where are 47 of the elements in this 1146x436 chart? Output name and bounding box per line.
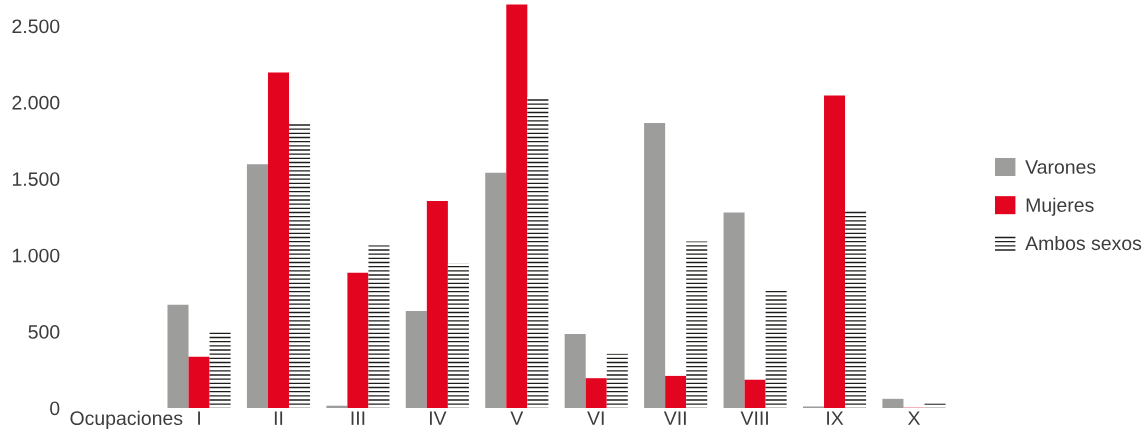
bar <box>447 263 469 408</box>
bar <box>585 378 607 408</box>
x-tick-label: III <box>351 411 365 425</box>
bar <box>882 398 904 408</box>
bar <box>405 310 427 408</box>
legend-label: Varones <box>1025 160 1096 174</box>
legend-label: Mujeres <box>1026 197 1094 216</box>
bar <box>723 212 745 408</box>
bar <box>765 290 787 408</box>
y-tick-label: 2.000 <box>12 95 60 110</box>
bar <box>606 353 628 408</box>
bar <box>426 200 448 408</box>
x-tick-label: II <box>274 411 283 425</box>
bar <box>209 330 231 408</box>
y-tick-label: 500 <box>28 325 60 339</box>
x-tick-label: VI <box>587 411 604 425</box>
bar <box>267 72 290 408</box>
bar <box>368 245 390 408</box>
bar <box>188 356 210 408</box>
y-tick-label: 1.500 <box>12 172 60 186</box>
x-tick-label: IV <box>429 411 447 425</box>
bar <box>167 304 189 408</box>
x-tick-label: IX <box>827 411 844 425</box>
y-tick-label: 1.000 <box>12 248 60 263</box>
bar <box>924 403 946 408</box>
y-tick-label: 0 <box>50 401 60 416</box>
bar <box>506 4 528 408</box>
bar <box>644 122 666 408</box>
bar <box>564 333 586 408</box>
bar <box>686 241 708 408</box>
bar <box>824 95 846 408</box>
bar <box>485 172 507 408</box>
bar <box>665 375 687 408</box>
legend-label: Ambos sexos <box>1025 235 1142 251</box>
x-tick-label: I <box>198 411 200 425</box>
bar <box>347 272 369 408</box>
x-axis-title: Ocupaciones <box>70 410 183 429</box>
x-tick-label: X <box>907 411 921 425</box>
y-tick-label: 2.500 <box>12 19 60 34</box>
x-tick-label: V <box>510 411 524 425</box>
x-tick-label: VIII <box>740 411 768 425</box>
bar <box>246 164 268 408</box>
bar <box>527 96 549 408</box>
x-tick-label: VII <box>663 411 686 425</box>
bar <box>744 379 766 408</box>
bar <box>289 123 311 408</box>
bar <box>845 209 867 408</box>
